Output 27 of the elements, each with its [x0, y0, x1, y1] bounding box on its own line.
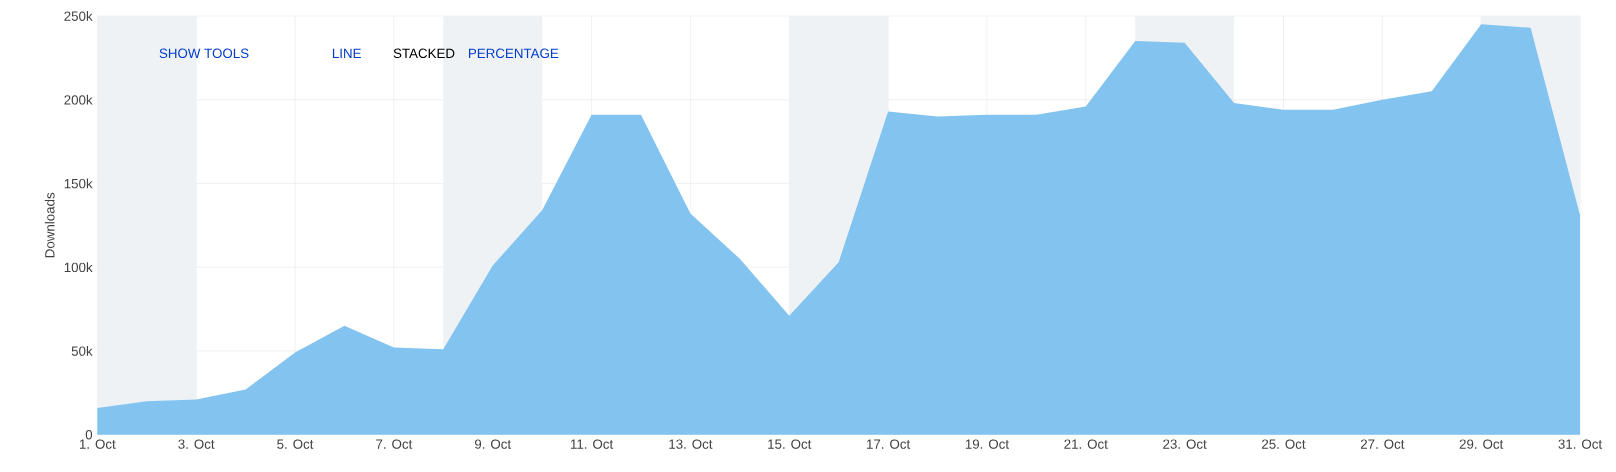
y-tick-label: 250k: [64, 11, 93, 21]
x-tick-label: 25. Oct: [1262, 439, 1306, 449]
x-tick-label: 9. Oct: [474, 439, 512, 449]
y-tick-label: 150k: [64, 178, 93, 189]
annotation: LINE: [332, 48, 361, 58]
x-tick-label: 19. Oct: [965, 439, 1009, 449]
annotation: STACKED: [393, 48, 455, 59]
annotation: SHOW TOOLS: [159, 48, 249, 59]
x-tick-label: 1. Oct: [79, 439, 116, 449]
x-tick-label: 5. Oct: [277, 439, 314, 449]
x-tick-label: 3. Oct: [178, 439, 215, 449]
y-tick-label: 50k: [71, 346, 93, 356]
x-tick-label: 27. Oct: [1360, 439, 1405, 449]
y-tick-label: 0: [85, 429, 93, 440]
y-tick-label: 100k: [64, 262, 93, 273]
x-tick-label: 11. Oct: [570, 439, 614, 449]
x-tick-label: 29. Oct: [1459, 439, 1504, 449]
x-tick-label: 17. Oct: [867, 439, 911, 449]
x-tick-label: 15. Oct: [768, 439, 812, 449]
x-tick-label: 13. Oct: [669, 439, 713, 449]
y-axis-title: Downloads: [44, 192, 55, 258]
x-tick-label: 21. Oct: [1064, 439, 1108, 449]
annotation: PERCENTAGE: [468, 48, 559, 59]
x-tick-label: 7. Oct: [376, 439, 413, 449]
x-tick-label: 31. Oct: [1558, 439, 1603, 449]
x-tick-label: 23. Oct: [1163, 439, 1207, 449]
y-tick-label: 200k: [64, 94, 93, 105]
